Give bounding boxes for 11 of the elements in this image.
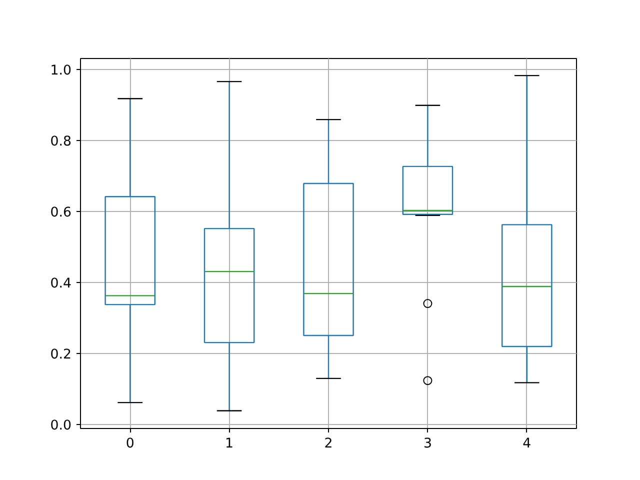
y-tick-label: 0.4: [50, 276, 72, 292]
y-tick-label: 0.0: [50, 418, 72, 434]
x-tick-label: 1: [225, 436, 234, 452]
x-tick-label: 0: [126, 436, 134, 452]
y-tick-label: 0.8: [50, 134, 72, 150]
x-tick-label: 3: [423, 436, 432, 452]
x-tick-label: 2: [324, 436, 333, 452]
y-tick-label: 0.2: [50, 348, 72, 363]
y-tick-label: 1.0: [50, 64, 72, 79]
y-tick-label: 0.6: [50, 206, 72, 221]
x-tick-label: 4: [522, 436, 532, 452]
